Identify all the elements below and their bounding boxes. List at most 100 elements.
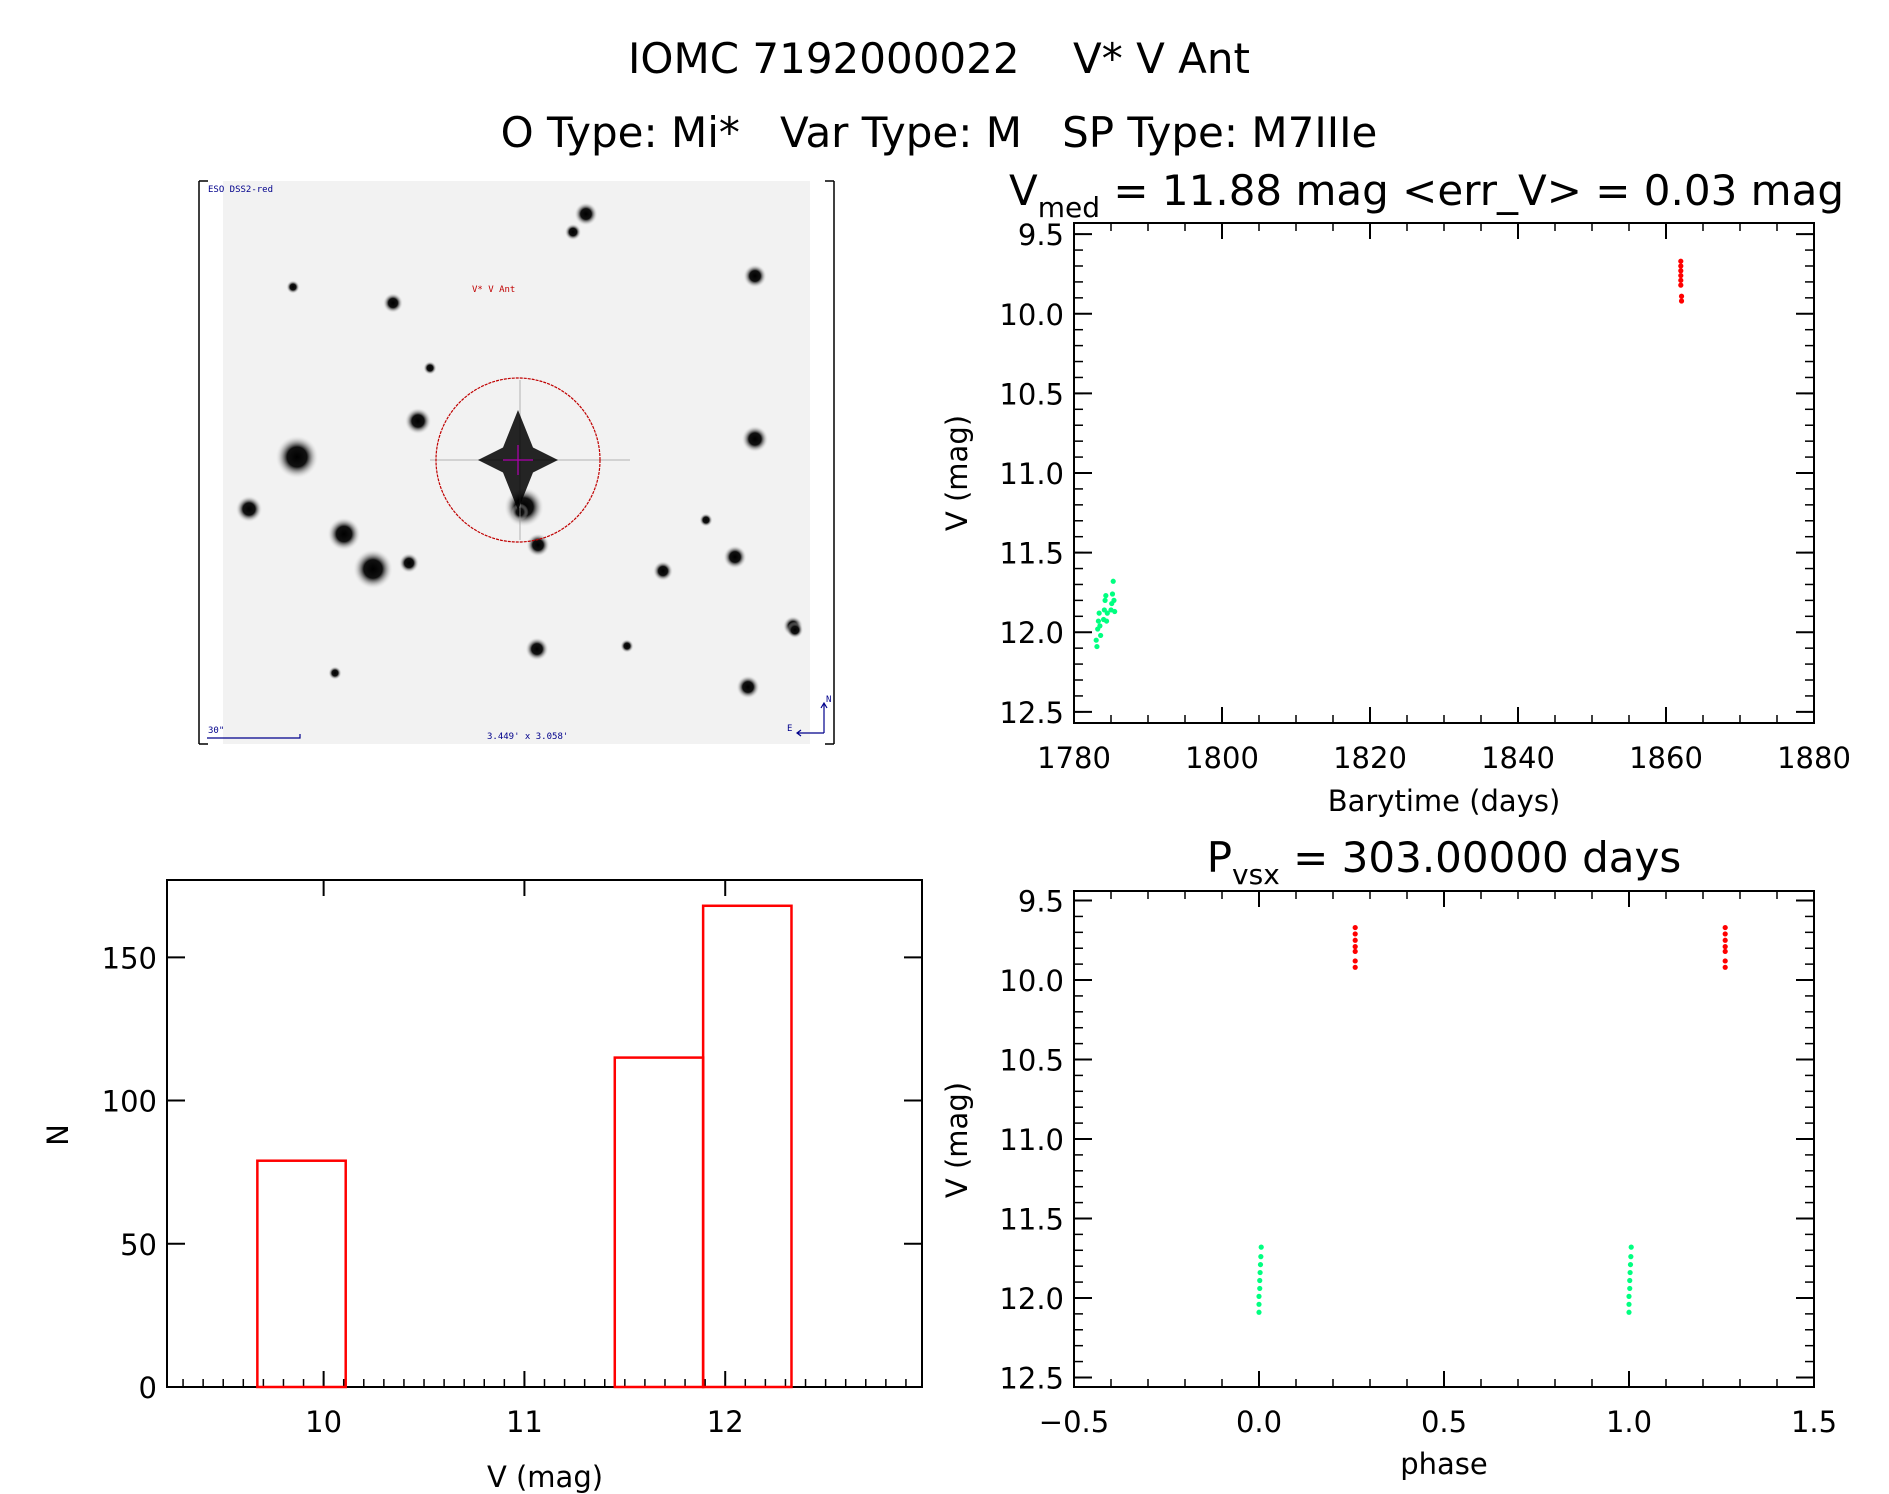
- star: [743, 264, 767, 288]
- star: [786, 621, 804, 639]
- data-point: [1678, 263, 1684, 269]
- star: [620, 639, 634, 653]
- target-crosshair: [503, 445, 533, 475]
- y-tick-label: 50: [120, 1228, 157, 1262]
- y-tick-label: 12.5: [999, 1361, 1064, 1395]
- north-label: N: [826, 695, 831, 705]
- data-point: [1103, 618, 1110, 624]
- y-tick-label: 10.5: [999, 1044, 1064, 1078]
- phased-xlabel: phase: [1400, 1447, 1488, 1481]
- data-point: [1627, 1285, 1633, 1292]
- data-point: [1352, 931, 1358, 937]
- data-point: [1626, 1309, 1632, 1315]
- data-point: [1256, 1309, 1262, 1315]
- histogram-xlabel: V (mag): [487, 1460, 603, 1494]
- star: [526, 533, 550, 557]
- data-point: [1098, 632, 1104, 639]
- phased-title: Pvsx = 303.00000 days: [1207, 833, 1682, 891]
- data-point: [1627, 1277, 1633, 1284]
- data-point: [1257, 1285, 1263, 1292]
- data-point: [1112, 608, 1118, 615]
- survey-label: ESO DSS2-red: [208, 185, 273, 195]
- figure-title-line1: IOMC 7192000022 V* V Ant: [628, 34, 1250, 83]
- y-tick-label: 150: [102, 941, 157, 975]
- data-point: [1109, 591, 1116, 597]
- star: [398, 552, 420, 574]
- x-tick-label: 1860: [1629, 741, 1703, 775]
- star: [274, 434, 320, 480]
- phased-plot: −0.5 0.0 0.5 1.0 1.5 9.5 10.0 10.5 11.0 11.5 12.0 1…: [999, 885, 1837, 1439]
- data-point: [1258, 1244, 1264, 1250]
- lightcurve-title: Vmed = 11.88 mag <err_V> = 0.03 mag: [1009, 166, 1844, 224]
- star: [511, 503, 529, 521]
- star: [235, 495, 263, 523]
- data-point: [1678, 277, 1684, 283]
- data-point: [1627, 1269, 1633, 1276]
- data-point: [1627, 1261, 1634, 1268]
- x-tick-label: 0.0: [1236, 1405, 1282, 1439]
- star: [564, 223, 582, 241]
- data-point: [1257, 1269, 1263, 1276]
- target-label: V* V Ant: [472, 285, 515, 295]
- star: [404, 407, 432, 435]
- data-point: [1256, 1301, 1262, 1307]
- data-point: [1352, 944, 1358, 950]
- data-point: [1256, 1293, 1262, 1299]
- star: [699, 513, 713, 527]
- data-point: [1103, 593, 1109, 599]
- y-tick-label: 10.0: [999, 298, 1064, 332]
- data-point: [1722, 948, 1728, 955]
- x-tick-label: 1780: [1037, 741, 1111, 775]
- data-point: [1111, 597, 1117, 603]
- histogram-bar: [701, 904, 793, 1389]
- data-point: [1352, 958, 1358, 964]
- data-point: [1722, 937, 1728, 943]
- finder-frame: [198, 180, 835, 745]
- lightcurve-xlabel: Barytime (days): [1328, 784, 1561, 818]
- data-point: [1722, 931, 1728, 937]
- lightcurve-plot: 1780 1800 1820 1840 1860 1880 9.5 10.0 10.5 11.0 1…: [999, 218, 1850, 775]
- x-tick-label: 10: [305, 1405, 342, 1439]
- x-tick-label: 1880: [1777, 741, 1851, 775]
- star: [328, 666, 342, 680]
- x-tick-label: 1800: [1185, 741, 1259, 775]
- histogram-bar: [613, 1056, 705, 1389]
- compass-icon: N E: [787, 695, 831, 737]
- phased-ylabel: V (mag): [940, 1082, 974, 1198]
- data-point: [1352, 964, 1358, 970]
- data-point: [1257, 1261, 1264, 1268]
- y-tick-label: 11.5: [999, 537, 1064, 571]
- data-point: [1626, 1301, 1632, 1307]
- finder-image: ESO DSS2-red V* V Ant 30" 3.449' x 3.058…: [198, 180, 835, 745]
- star: [382, 292, 404, 314]
- y-tick-label: 12.0: [999, 616, 1064, 650]
- data-point: [1678, 282, 1684, 288]
- x-tick-label: 1820: [1333, 741, 1407, 775]
- data-point: [1722, 924, 1728, 931]
- star: [286, 280, 300, 294]
- data-point: [1628, 1244, 1634, 1250]
- data-point: [1095, 618, 1102, 624]
- data-point: [1102, 597, 1108, 603]
- y-tick-label: 10.5: [999, 377, 1064, 411]
- x-tick-label: 11: [506, 1405, 543, 1439]
- y-tick-label: 100: [102, 1085, 157, 1119]
- data-point: [1352, 937, 1358, 943]
- plot-frame: [1073, 222, 1815, 724]
- x-tick-label: −0.5: [1039, 1405, 1109, 1439]
- data-point: [1258, 1254, 1264, 1260]
- y-tick-label: 9.5: [1018, 218, 1064, 252]
- data-point: [1094, 643, 1100, 650]
- data-point: [1722, 964, 1728, 970]
- histogram-bar: [256, 1159, 347, 1389]
- plot-frame: [166, 879, 923, 1388]
- x-tick-label: 1.5: [1791, 1405, 1837, 1439]
- y-tick-label: 11.5: [999, 1202, 1064, 1236]
- scale-bar-label: 30": [208, 726, 224, 736]
- y-tick-label: 9.5: [1018, 885, 1064, 919]
- data-point: [1722, 958, 1728, 964]
- star: [327, 517, 361, 551]
- data-point: [1097, 623, 1103, 629]
- data-point: [1722, 944, 1728, 950]
